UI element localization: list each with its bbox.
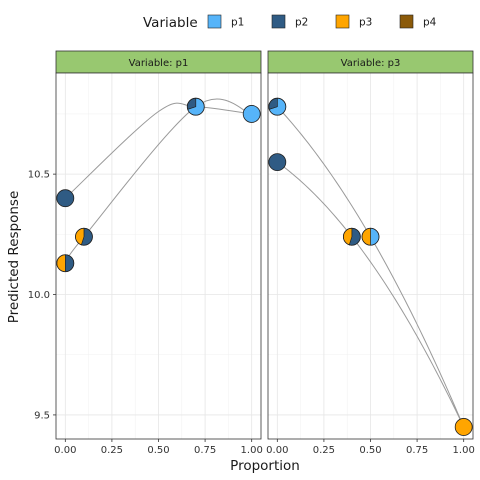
curve-2 (277, 161, 465, 428)
strip-label: Variable: p3 (341, 58, 401, 69)
pie-point (361, 227, 380, 246)
grid-lines (56, 73, 261, 439)
legend-label-p3: p3 (359, 17, 372, 29)
x-axis: 0.00 0.25 0.50 0.75 1.00 0.00 0.25 0.50 0.75 1.00 (54, 439, 475, 456)
y-tick-label: 9.5 (34, 410, 50, 421)
panel-1: Variable: p1 (55, 50, 262, 440)
x-tick-label: 0.75 (194, 445, 216, 456)
legend-swatch-p1 (207, 14, 222, 29)
legend-swatch-p3 (335, 14, 350, 29)
pie-point (186, 97, 205, 116)
y-tick-label: 10.5 (28, 170, 50, 181)
pie-slice-p2 (56, 189, 75, 208)
x-tick-label: 1.00 (241, 445, 263, 456)
pie-point (454, 418, 473, 436)
legend-label-p1: p1 (231, 17, 244, 29)
pie-outline (361, 227, 380, 246)
pie-outline (342, 227, 361, 246)
legend-swatch-p4 (399, 14, 414, 29)
pie-point (268, 97, 287, 116)
x-tick-label: 0.00 (266, 445, 288, 456)
curve-1 (64, 102, 252, 199)
y-tick-label: 10.0 (28, 290, 50, 301)
legend: Variable p1 p2 p3 p4 (143, 14, 437, 31)
x-tick-label: 0.50 (147, 445, 169, 456)
pie-outline (268, 97, 287, 116)
legend-swatch-p2 (271, 14, 286, 29)
pie-slice-p2 (268, 153, 287, 171)
legend-title: Variable (143, 15, 198, 31)
grid-lines (268, 73, 473, 439)
pie-point (342, 227, 361, 246)
curve-2 (64, 98, 252, 264)
legend-label-p2: p2 (295, 17, 308, 29)
x-tick-label: 0.75 (406, 445, 428, 456)
pie-point (242, 105, 261, 123)
pie-outline (186, 97, 205, 116)
x-tick-label: 0.50 (359, 445, 381, 456)
pie-outline (56, 254, 75, 273)
pie-point (268, 153, 287, 171)
pie-slice-p3 (454, 418, 473, 436)
pie-outline (75, 227, 93, 246)
pie-slice-p1 (242, 105, 261, 123)
x-tick-label: 0.25 (313, 445, 335, 456)
x-tick-label: 0.00 (54, 445, 76, 456)
x-axis-title: Proportion (230, 458, 300, 474)
pie-point (56, 189, 75, 208)
y-axis-title: Predicted Response (6, 191, 22, 324)
pie-point (56, 254, 75, 273)
x-tick-label: 0.25 (101, 445, 123, 456)
y-axis: 9.5 10.0 10.5 (28, 170, 56, 421)
panel-2: Variable: p3 (267, 50, 474, 440)
legend-label-p4: p4 (423, 17, 437, 29)
pie-point (75, 227, 93, 246)
x-tick-label: 1.00 (453, 445, 475, 456)
strip-label: Variable: p1 (129, 58, 189, 69)
